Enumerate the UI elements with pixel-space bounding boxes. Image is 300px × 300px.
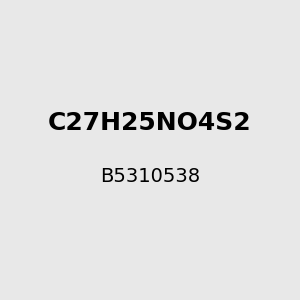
Text: B5310538: B5310538: [100, 167, 200, 187]
Text: C27H25NO4S2: C27H25NO4S2: [48, 111, 252, 135]
